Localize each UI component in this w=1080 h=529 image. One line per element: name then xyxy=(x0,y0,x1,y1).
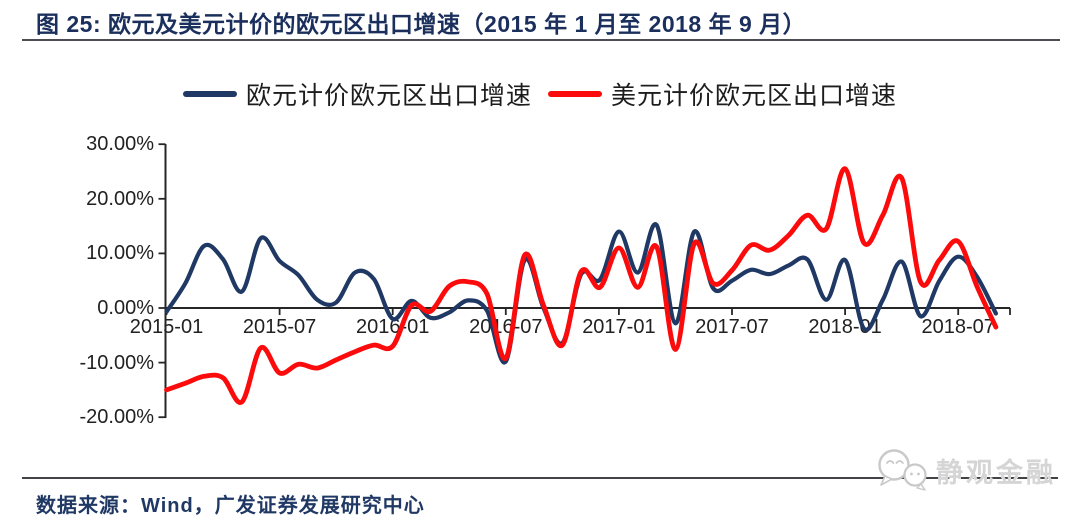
x-tick-label: 2016-07 xyxy=(469,316,543,338)
legend-item-usd: 美元计价欧元区出口增速 xyxy=(548,76,897,112)
y-tick-label: 30.00% xyxy=(86,133,154,156)
footer-divider xyxy=(22,477,1058,479)
chart-legend: 欧元计价欧元区出口增速 美元计价欧元区出口增速 xyxy=(0,76,1080,112)
eur-legend-label: 欧元计价欧元区出口增速 xyxy=(245,82,532,110)
x-tick-label: 2015-07 xyxy=(242,316,317,338)
figure-title: 图 25: 欧元及美元计价的欧元区出口增速（2015 年 1 月至 2018 年… xyxy=(36,11,807,37)
y-tick-label: 0.00% xyxy=(97,297,154,319)
y-tick-label: -10.00% xyxy=(79,351,155,374)
watermark: 静观金融 xyxy=(876,447,1056,493)
y-tick-label: -20.00% xyxy=(79,406,155,429)
watermark-text: 静观金融 xyxy=(936,457,1056,488)
chat-bubbles-icon xyxy=(878,449,927,491)
usd-legend-label: 美元计价欧元区出口增速 xyxy=(611,82,898,110)
x-tick-label: 2017-07 xyxy=(695,316,769,338)
x-tick-label: 2015-01 xyxy=(129,316,204,338)
y-tick-label: 20.00% xyxy=(86,187,154,210)
eur-series-line xyxy=(164,222,998,365)
eur-line-swatch xyxy=(182,91,237,97)
source-note: 数据来源：Wind，广发证券发展研究中心 xyxy=(36,495,425,517)
x-tick-label: 2017-01 xyxy=(582,316,656,338)
title-divider xyxy=(22,39,1060,41)
legend-item-eur: 欧元计价欧元区出口增速 xyxy=(182,76,532,112)
x-tick-label: 2016-01 xyxy=(355,316,430,338)
usd-series-line xyxy=(164,166,999,405)
usd-line-swatch xyxy=(548,91,602,97)
y-tick-label: 10.00% xyxy=(86,242,154,265)
x-tick-label: 2018-01 xyxy=(808,316,882,338)
x-tick-label: 2018-07 xyxy=(921,316,995,338)
